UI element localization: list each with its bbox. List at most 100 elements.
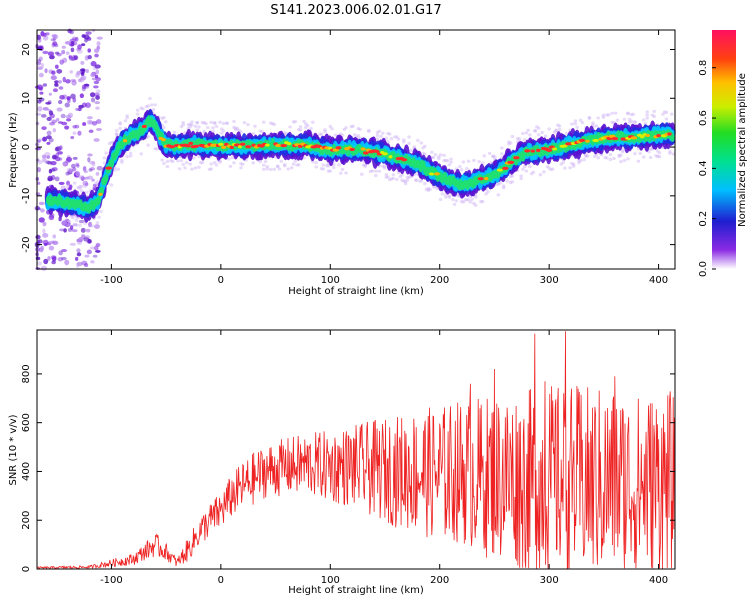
spectrogram-halo-cell [344,171,348,175]
spectrogram-noise-cell [86,175,94,180]
spectrogram-noise-cell [57,256,64,262]
spectrogram-halo-cell [561,160,565,164]
spectrogram-noise-cell [57,151,63,155]
spectrogram-peak-cell [502,166,509,170]
spectrogram-halo-cell [608,152,613,157]
spectrogram-halo-cell [414,178,418,182]
spectrogram-noise-cell [58,250,63,256]
spectrogram-halo-cell [508,181,513,185]
spectrogram-noise-cell [79,77,85,83]
spectrogram-noise-cell [92,254,98,258]
spectrogram-noise-cell [93,224,101,230]
snr-ytick-label: 400 [21,462,32,481]
spectrogram-halo-cell [125,154,129,158]
snr-ytick-label: 800 [21,364,32,383]
spectrogram-halo-cell [568,166,572,170]
spectrogram-halo-cell [386,175,390,179]
spectrogram-halo-cell [522,138,527,142]
spectrogram-noise-cell [95,127,102,131]
spectrogram-halo-cell [407,135,411,139]
spectrogram-halo-cell [643,121,648,126]
spectrogram-halo-cell [92,185,96,189]
spectrogram-noise-cell [64,102,70,108]
spectrogram-halo-cell [72,223,77,227]
spectrogram-peak-cell [141,124,147,129]
spectrogram-halo-cell [272,122,277,127]
spectrogram-halo-cell [151,108,156,112]
spectrogram-halo-cell [358,127,362,131]
spectrogram-halo-cell [305,123,310,128]
spectrogram-halo-cell [522,165,527,169]
spectrogram-halo-cell [135,112,140,116]
spectrogram-halo-cell [184,161,189,165]
spectrogram-noise-cell [42,136,47,142]
spectrogram-halo-cell [202,129,207,133]
spectrogram-halo-cell [118,122,122,126]
spectrogram-halo-cell [507,140,511,144]
spectrogram-halo-cell [272,167,277,171]
colorbar-gradient [712,30,736,269]
spectrogram-halo-cell [428,187,432,191]
spectrogram-halo-cell [97,215,101,219]
spectrogram-halo-cell [344,126,348,130]
spectrogram-halo-cell [188,122,193,126]
snr-ylabel: SNR (10 * v/v) [8,414,19,485]
spectrogram-noise-cell [62,161,69,167]
spectrogram-noise-cell [91,28,96,33]
spectrogram-halo-cell [601,115,606,119]
spectrogram-halo-cell [636,159,641,163]
spectrogram-halo-cell [403,179,408,184]
spectrogram-ridge-cell [670,133,675,142]
spectrogram-peak-cell [280,143,288,148]
spectrogram-halo-cell [351,124,355,128]
spectrogram-halo-cell [275,164,280,168]
spectrogram-noise-cell [91,77,97,81]
spectrogram-halo-cell [356,126,361,131]
spectrogram-halo-cell [577,159,581,163]
spectrogram-noise-cell [35,192,41,196]
spectrogram-halo-cell [384,136,389,140]
spectrogram-halo-cell [260,130,264,134]
spectrogram-noise-cell [56,107,63,112]
spectrogram-ytick-label: -10 [21,188,32,204]
spectrogram-halo-cell [261,167,266,171]
spectrogram-noise-cell [54,146,60,152]
spectrogram-halo-cell [444,195,448,199]
spectrogram-halo-cell [79,189,84,193]
spectrogram-noise-cell [82,180,89,186]
spectrogram-peak-cell [656,133,662,138]
spectrogram-halo-cell [93,182,98,186]
spectrogram-noise-cell [49,121,56,126]
spectrogram-peak-cell [513,156,520,160]
spectrogram-noise-cell [45,101,51,105]
spectrogram-halo-cell [461,160,466,164]
spectrogram-noise-cell [95,171,100,176]
spectrogram-noise-cell [87,48,91,53]
spectrogram-noise-cell [47,175,53,182]
spectrogram-noise-cell [80,43,86,47]
spectrogram-halo-cell [109,140,114,145]
spectrogram-noise-cell [93,85,99,89]
spectrogram-halo-cell [402,140,406,144]
spectrogram-noise-cell [38,201,45,206]
spectrogram-noise-cell [52,240,59,245]
spectrogram-halo-cell [573,122,578,126]
spectrogram-noise-cell [72,223,78,227]
spectrogram-halo-cell [242,120,247,125]
spectrogram-peak-cell [536,148,541,152]
spectrogram-noise-cell [95,119,102,124]
spectrogram-noise-cell [48,245,55,251]
spectrogram-halo-cell [109,183,114,187]
spectrogram-halo-cell [627,120,632,124]
spectrogram-halo-cell [179,158,184,163]
spectrogram-noise-cell [38,72,44,78]
spectrogram-halo-cell [179,125,184,129]
spectrogram-halo-cell [381,131,385,135]
spectrogram-xtick-label: -100 [100,275,123,286]
spectrogram-noise-cell [96,165,103,171]
spectrogram-noise-cell [73,55,79,61]
spectrogram-halo-cell [431,185,436,189]
spectrogram-halo-cell [120,158,124,162]
spectrogram-halo-cell [657,151,662,155]
